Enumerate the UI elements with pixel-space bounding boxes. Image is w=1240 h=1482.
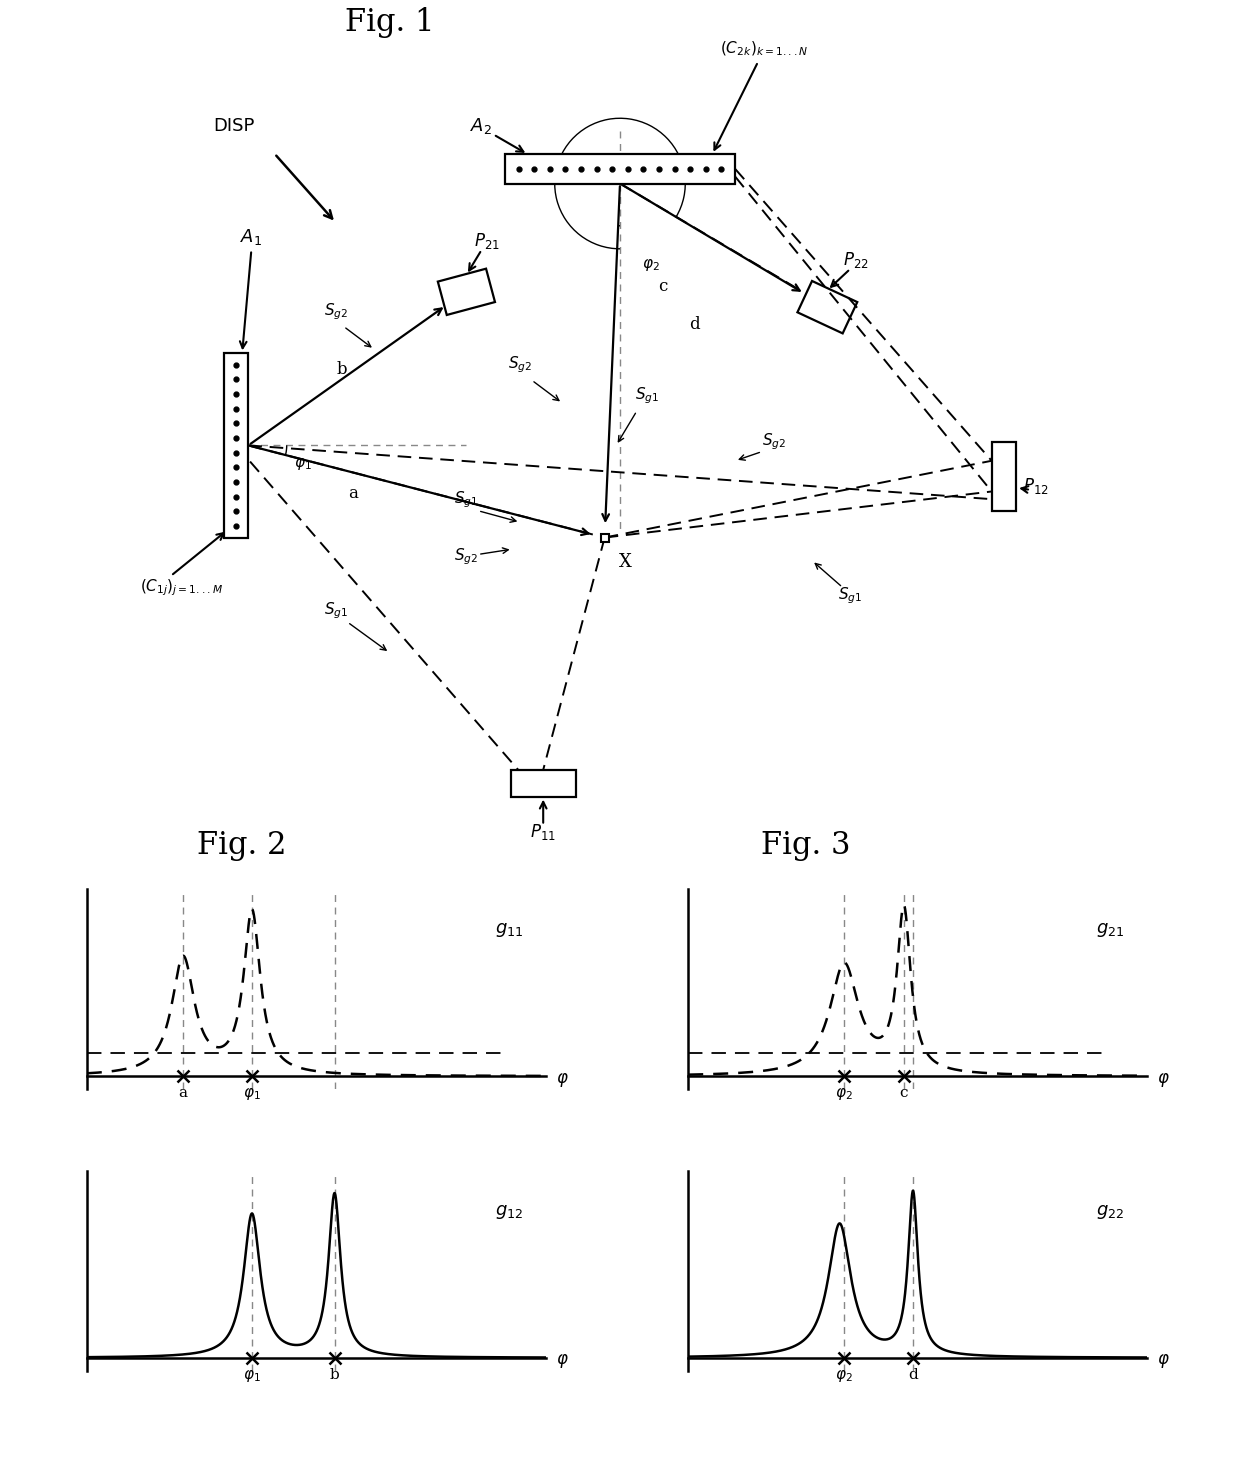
Text: $(C_{2k})_{k=1...N}$: $(C_{2k})_{k=1...N}$: [720, 40, 808, 58]
Text: b: b: [336, 360, 347, 378]
Text: $S_{g2}$: $S_{g2}$: [508, 354, 532, 375]
Bar: [223, 353, 248, 538]
Text: $P_{22}$: $P_{22}$: [843, 250, 868, 270]
Text: $(C_{1j})_{j=1...M}$: $(C_{1j})_{j=1...M}$: [140, 578, 223, 599]
Text: $P_{11}$: $P_{11}$: [531, 823, 556, 842]
Text: $S_{g1}$: $S_{g1}$: [838, 585, 863, 606]
Text: $\varphi$: $\varphi$: [1157, 1353, 1169, 1371]
Text: $S_{g1}$: $S_{g1}$: [324, 600, 348, 621]
Bar: [992, 442, 1017, 511]
Text: $\varphi_2$: $\varphi_2$: [836, 1368, 853, 1384]
Text: d: d: [908, 1368, 918, 1383]
Text: $\varphi_1$: $\varphi_1$: [243, 1086, 260, 1103]
Text: DISP: DISP: [213, 117, 254, 135]
Text: a: a: [179, 1086, 187, 1101]
Text: $P_{21}$: $P_{21}$: [474, 231, 500, 250]
Text: a: a: [348, 486, 358, 502]
Text: $\varphi$: $\varphi$: [556, 1071, 568, 1089]
Text: $S_{g2}$: $S_{g2}$: [761, 431, 786, 452]
Text: $\varphi_2$: $\varphi_2$: [836, 1086, 853, 1103]
Text: $\varphi$: $\varphi$: [1157, 1071, 1169, 1089]
Text: d: d: [689, 317, 699, 333]
Bar: [511, 769, 575, 797]
Text: $S_{g1}$: $S_{g1}$: [635, 385, 658, 406]
Text: $\varphi$: $\varphi$: [556, 1353, 568, 1371]
Text: $S_{g2}$: $S_{g2}$: [324, 301, 348, 322]
Text: X: X: [619, 553, 631, 571]
Text: c: c: [899, 1086, 908, 1101]
Text: $P_{12}$: $P_{12}$: [1023, 477, 1049, 496]
Text: $S_{g2}$: $S_{g2}$: [454, 547, 479, 568]
Text: $S_{g1}$: $S_{g1}$: [454, 489, 479, 510]
Text: $\varphi_2$: $\varphi_2$: [641, 256, 660, 273]
Text: Fig. 2: Fig. 2: [197, 830, 286, 861]
Text: Fig. 1: Fig. 1: [345, 7, 434, 37]
Text: Fig. 3: Fig. 3: [761, 830, 851, 861]
Text: $\varphi_1$: $\varphi_1$: [243, 1368, 260, 1384]
Text: $\varphi_1$: $\varphi_1$: [294, 456, 312, 471]
Text: $A_1$: $A_1$: [239, 227, 262, 247]
Text: $g_{11}$: $g_{11}$: [495, 922, 523, 940]
Text: c: c: [658, 279, 668, 295]
Text: $g_{12}$: $g_{12}$: [495, 1203, 523, 1221]
Text: b: b: [330, 1368, 340, 1383]
Bar: [505, 154, 735, 184]
Text: $g_{22}$: $g_{22}$: [1096, 1203, 1125, 1221]
Text: $g_{21}$: $g_{21}$: [1096, 922, 1125, 940]
Text: $A_2$: $A_2$: [470, 116, 492, 135]
